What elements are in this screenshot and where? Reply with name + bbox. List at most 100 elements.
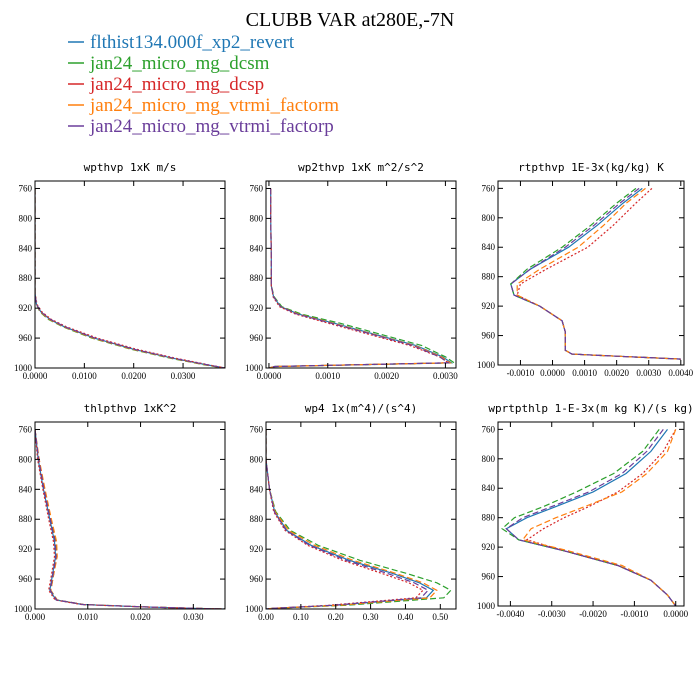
series-line xyxy=(510,187,681,360)
y-tick-label: 1000 xyxy=(477,360,496,370)
series-line xyxy=(268,188,451,368)
y-tick-label: 840 xyxy=(250,484,264,494)
x-tick-label: 0.40 xyxy=(398,612,414,622)
y-tick-label: 840 xyxy=(482,483,496,493)
subplot: wp2thvp 1xK m^2/s^2 0.0000 0.0010 0.0020 0.0… xyxy=(245,161,458,381)
series-line xyxy=(516,187,681,360)
subplot-title: wp2thvp 1xK m^2/s^2 xyxy=(298,161,424,174)
y-tick-label: 960 xyxy=(19,574,33,584)
x-tick-label: 0.0000 xyxy=(257,371,282,381)
y-tick-label: 880 xyxy=(250,273,264,283)
y-tick-label: 800 xyxy=(482,213,496,223)
subplot: wprtpthlp 1-E-3x(m kg K)/(s kg) -0.0040 -0… xyxy=(477,402,694,619)
y-tick-label: 960 xyxy=(19,333,33,343)
y-tick-label: 880 xyxy=(19,273,33,283)
series-line xyxy=(268,188,451,368)
x-tick-label: 0.0030 xyxy=(433,371,458,381)
y-tick-label: 880 xyxy=(482,272,496,282)
subplot-title: wp4 1x(m^4)/(s^4) xyxy=(305,402,418,415)
y-tick-label: 880 xyxy=(19,514,33,524)
series-line xyxy=(525,429,677,606)
x-tick-label: 0.0020 xyxy=(604,368,629,378)
series-group xyxy=(35,429,225,609)
series-line xyxy=(35,188,225,368)
y-tick-label: 960 xyxy=(482,572,496,582)
axes-frame xyxy=(497,180,685,366)
legend-entry: jan24_micro_mg_vtrmi_factorp xyxy=(89,116,334,137)
x-tick-label: -0.0030 xyxy=(538,609,566,619)
series-line xyxy=(35,429,225,609)
y-tick-label: 920 xyxy=(482,301,496,311)
y-tick-label: 920 xyxy=(250,303,264,313)
subplot: rtpthvp 1E-3x(kg/kg) K -0.0010 0.0000 0.001… xyxy=(477,161,694,378)
subplot-title: wprtpthlp 1-E-3x(m kg K)/(s kg) xyxy=(488,402,693,415)
y-tick-label: 760 xyxy=(482,424,496,434)
series-line xyxy=(266,429,424,609)
series-line xyxy=(266,429,435,609)
subplot: wp4 1x(m^4)/(s^4) 0.00 0.10 0.20 0.30 0.40 0.5… xyxy=(245,402,457,622)
x-tick-label: 0.0300 xyxy=(171,371,196,381)
series-line xyxy=(516,187,681,360)
series-line xyxy=(35,429,225,609)
series-line xyxy=(35,429,225,609)
y-tick-label: 880 xyxy=(482,513,496,523)
series-line xyxy=(35,188,225,368)
series-line xyxy=(268,188,456,368)
panels: wpthvp 1xK m/s 0.0000 0.0100 0.0200 0.0300 76… xyxy=(14,161,694,622)
x-tick-label: 0.010 xyxy=(78,612,99,622)
axes-frame xyxy=(265,421,457,610)
y-tick-label: 760 xyxy=(250,424,264,434)
y-tick-label: 800 xyxy=(250,213,264,223)
series-group xyxy=(35,188,225,368)
y-tick-label: 760 xyxy=(19,183,33,193)
axes-frame xyxy=(265,180,457,369)
y-tick-label: 920 xyxy=(250,544,264,554)
x-tick-label: 0.0000 xyxy=(23,371,48,381)
y-tick-label: 800 xyxy=(19,213,33,223)
x-tick-label: 0.030 xyxy=(183,612,204,622)
x-tick-label: 0.00 xyxy=(258,612,274,622)
x-tick-label: 0.0010 xyxy=(572,368,597,378)
subplot-title: thlpthvp 1xK^2 xyxy=(84,402,177,415)
subplot: wpthvp 1xK m/s 0.0000 0.0100 0.0200 0.0300 76… xyxy=(14,161,226,381)
y-tick-label: 920 xyxy=(19,303,33,313)
y-tick-label: 760 xyxy=(250,183,264,193)
subplot-title: rtpthvp 1E-3x(kg/kg) K xyxy=(518,161,664,174)
y-tick-label: 960 xyxy=(482,331,496,341)
y-tick-label: 840 xyxy=(250,243,264,253)
x-tick-label: -0.0040 xyxy=(497,609,525,619)
y-tick-label: 880 xyxy=(250,514,264,524)
y-tick-label: 760 xyxy=(482,183,496,193)
legend-entry: flthist134.000f_xp2_revert xyxy=(90,32,295,53)
series-line xyxy=(266,429,430,609)
y-tick-label: 840 xyxy=(482,242,496,252)
series-line xyxy=(35,429,225,609)
series-line xyxy=(266,429,452,609)
legend: flthist134.000f_xp2_revert jan24_micro_mg… xyxy=(68,32,339,137)
series-group xyxy=(501,429,677,606)
x-tick-label: 0.000 xyxy=(25,612,46,622)
y-tick-label: 760 xyxy=(19,424,33,434)
y-tick-label: 1000 xyxy=(245,363,264,373)
subplot-title: wpthvp 1xK m/s xyxy=(84,161,177,174)
y-tick-label: 1000 xyxy=(14,604,33,614)
series-line xyxy=(266,429,438,609)
series-line xyxy=(510,187,681,360)
x-tick-label: 0.0030 xyxy=(636,368,661,378)
series-line xyxy=(35,429,225,609)
y-tick-label: 840 xyxy=(19,484,33,494)
legend-entry: jan24_micro_mg_dcsp xyxy=(89,74,264,95)
y-tick-label: 800 xyxy=(250,454,264,464)
series-group xyxy=(266,429,452,609)
series-line xyxy=(35,188,225,368)
axes-frame xyxy=(497,421,685,607)
x-tick-label: 0.0200 xyxy=(121,371,146,381)
x-tick-label: 0.0000 xyxy=(540,368,565,378)
y-tick-label: 800 xyxy=(19,454,33,464)
x-tick-label: 0.30 xyxy=(363,612,379,622)
series-group xyxy=(510,187,681,360)
series-line xyxy=(268,188,452,368)
x-tick-label: 0.10 xyxy=(293,612,309,622)
series-line xyxy=(521,429,677,606)
